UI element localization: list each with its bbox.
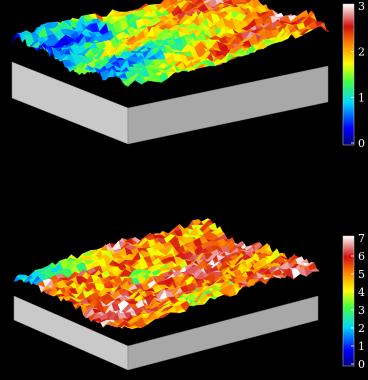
surface-cell: [125, 324, 136, 330]
colorbar-tick-label: 7: [358, 232, 365, 245]
colorbar-tick-label: 2: [358, 46, 365, 59]
colorbar-tick-label: 5: [358, 268, 365, 281]
colorbar-2-bar: [342, 235, 355, 367]
surface-plot-2: [13, 218, 320, 371]
colorbar-tick-label: 0: [358, 137, 365, 150]
colorbar-tick-label: 3: [358, 0, 365, 13]
colorbar-1-bar: [342, 3, 355, 146]
colorbar-tick-label: 3: [358, 304, 365, 317]
colorbar-tick-label: 6: [358, 250, 365, 263]
colorbar-2: 0 1 2 3 4 5 6 7: [342, 232, 365, 371]
surface-cell: [124, 79, 135, 87]
surface-plot-1: [11, 0, 330, 145]
colorbar-tick-label: 1: [358, 340, 365, 353]
box-front-wall: [127, 295, 319, 371]
colorbar-1: 0 1 2 3: [342, 0, 365, 150]
colorbar-tick-label: 1: [358, 91, 365, 104]
colorbar-tick-label: 0: [358, 358, 365, 371]
surface-mesh: [11, 0, 330, 87]
colorbar-tick-label: 4: [358, 286, 365, 299]
colorbar-tick-label: 2: [358, 322, 365, 335]
box-front-wall: [127, 65, 329, 145]
surface-mesh: [13, 218, 320, 330]
